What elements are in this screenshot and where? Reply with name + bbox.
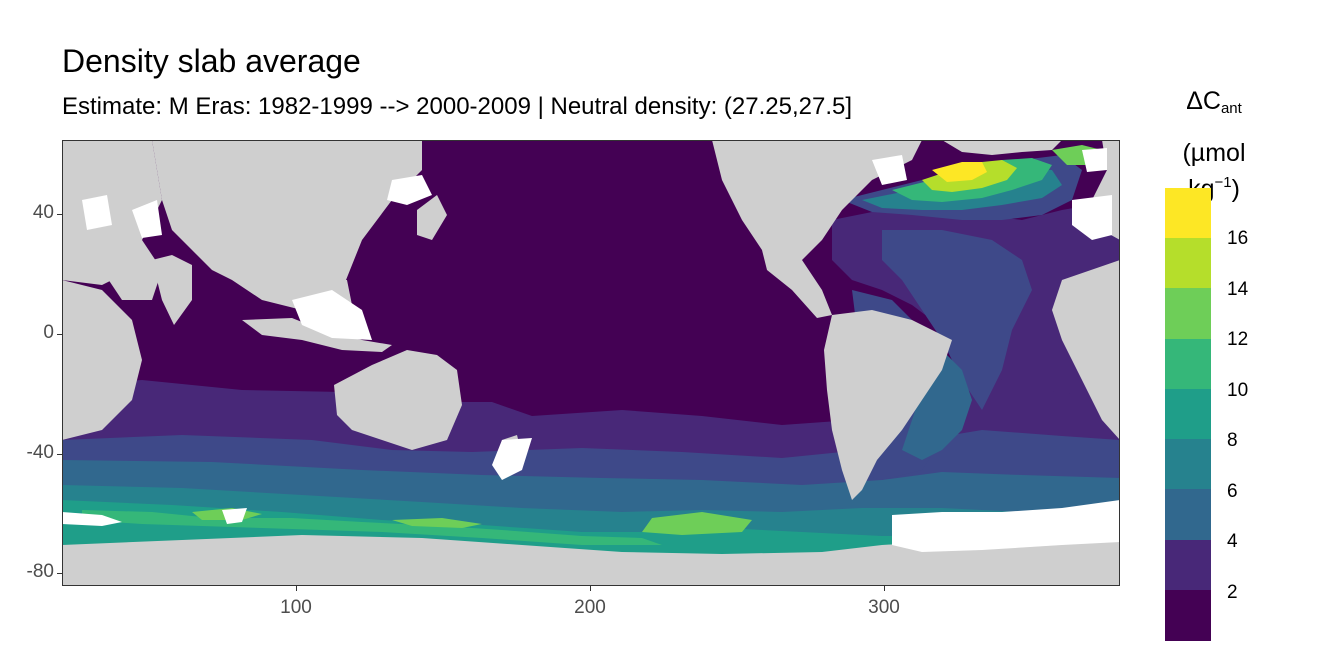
land-antarctica bbox=[62, 535, 1120, 586]
land-australia bbox=[334, 350, 462, 450]
land-greenland bbox=[942, 140, 1062, 155]
y-tick-label: 0 bbox=[43, 322, 54, 343]
legend-title-main: ΔC bbox=[1186, 87, 1221, 115]
legend-label: 12 bbox=[1227, 329, 1249, 350]
y-tick-label: -80 bbox=[26, 561, 54, 582]
legend-swatch bbox=[1165, 188, 1211, 239]
legend-swatch bbox=[1165, 338, 1211, 390]
y-tick bbox=[57, 334, 62, 335]
nodata-antarctic-2 bbox=[222, 508, 247, 524]
legend-label: 8 bbox=[1227, 430, 1238, 451]
legend-swatch bbox=[1165, 388, 1211, 440]
nodata-nz-shelf bbox=[492, 438, 532, 480]
legend-label: 14 bbox=[1227, 279, 1249, 300]
x-tick bbox=[296, 586, 297, 591]
x-tick-label: 200 bbox=[574, 597, 606, 618]
legend-unit-sup: −1 bbox=[1214, 174, 1232, 191]
legend-swatch bbox=[1165, 489, 1211, 541]
map-subtitle: Estimate: M Eras: 1982-1999 --> 2000-200… bbox=[62, 93, 853, 120]
land-africa-atlantic bbox=[1052, 260, 1120, 440]
land-south-america bbox=[824, 310, 952, 500]
land-north-america bbox=[712, 140, 922, 270]
y-tick bbox=[57, 573, 62, 574]
land-japan bbox=[417, 195, 447, 240]
nodata-caspian bbox=[132, 200, 162, 238]
legend-label: 10 bbox=[1227, 380, 1249, 401]
land-africa-south bbox=[62, 280, 142, 440]
legend-label: 6 bbox=[1227, 481, 1238, 502]
y-tick bbox=[57, 454, 62, 455]
map-title: Density slab average bbox=[62, 43, 361, 79]
north-atlantic-5 bbox=[932, 162, 987, 182]
nodata-red-sea bbox=[82, 195, 112, 230]
legend-swatch bbox=[1165, 238, 1211, 290]
legend-colorbar bbox=[1165, 188, 1211, 641]
legend-label: 16 bbox=[1227, 228, 1249, 249]
legend-swatch bbox=[1165, 288, 1211, 340]
land-indonesia bbox=[242, 318, 392, 352]
land-arabia bbox=[102, 240, 162, 300]
no-data bbox=[62, 148, 1120, 552]
land-india bbox=[152, 255, 192, 325]
map-panel bbox=[62, 140, 1120, 586]
legend-title-sub: ant bbox=[1220, 100, 1242, 117]
legend-swatch bbox=[1165, 589, 1211, 641]
land bbox=[62, 140, 1120, 586]
nodata-hudson bbox=[872, 155, 907, 185]
legend-swatch bbox=[1165, 539, 1211, 591]
legend-unit-post: ) bbox=[1231, 175, 1240, 203]
legend-title-variable: ΔCant bbox=[1158, 86, 1270, 124]
y-tick-label: 40 bbox=[32, 202, 54, 223]
y-tick bbox=[57, 214, 62, 215]
y-tick-label: -40 bbox=[26, 442, 54, 463]
nodata-indonesia bbox=[292, 290, 372, 340]
map-plot bbox=[62, 140, 1120, 586]
nodata-mediterranean bbox=[1072, 195, 1112, 240]
nodata-japan-sea bbox=[387, 175, 432, 205]
nodata-antarctic-west bbox=[62, 512, 122, 526]
legend-label: 2 bbox=[1227, 582, 1238, 603]
atlantic-band-4 bbox=[902, 340, 972, 460]
land-central-america bbox=[762, 250, 832, 318]
x-tick-label: 100 bbox=[280, 597, 312, 618]
nodata-antarctic-east bbox=[892, 500, 1120, 552]
x-tick bbox=[884, 586, 885, 591]
legend-swatch bbox=[1165, 439, 1211, 491]
legend-label: 4 bbox=[1227, 531, 1238, 552]
southern-band-7 bbox=[392, 512, 752, 535]
atlantic-band-3 bbox=[882, 230, 1032, 410]
x-tick bbox=[590, 586, 591, 591]
land-asia bbox=[152, 140, 422, 310]
nodata-baltic bbox=[1082, 148, 1107, 172]
x-tick-label: 300 bbox=[868, 597, 900, 618]
